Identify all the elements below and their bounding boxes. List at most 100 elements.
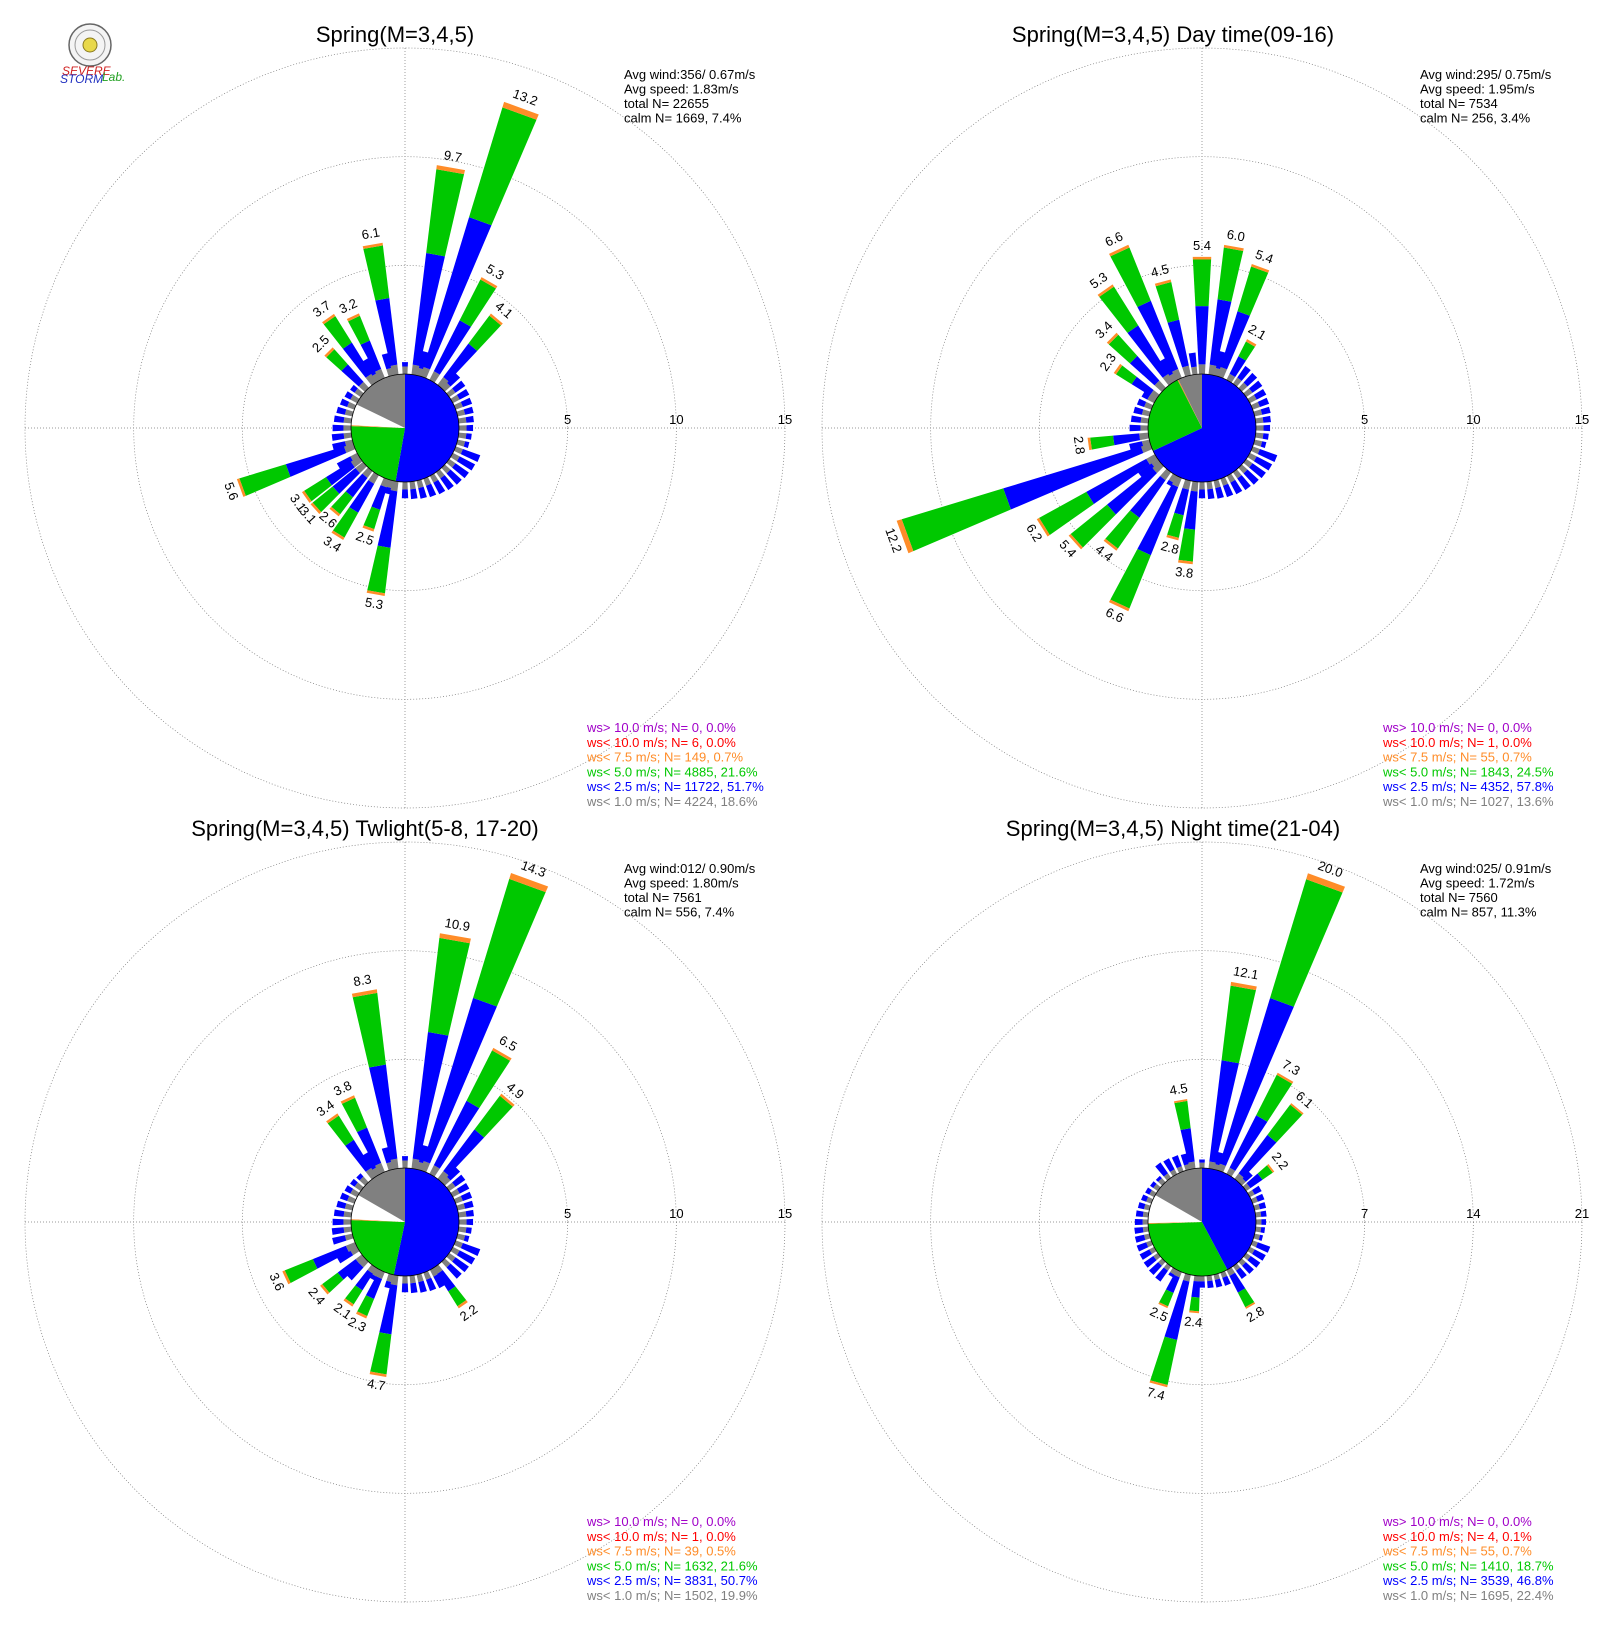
minor-bar-blue [333, 1209, 345, 1217]
logo: SEVERE STORM Lab. [60, 23, 125, 86]
minor-bar-blue [1141, 1194, 1149, 1202]
minor-bar-gray [458, 425, 467, 431]
legend-entry: ws< 7.5 m/s; N= 55, 0.7% [1382, 1544, 1532, 1559]
minor-bar-gray [441, 1176, 451, 1186]
bar-segment-gray [374, 1162, 385, 1175]
legend-entry: ws< 10.0 m/s; N= 1, 0.0% [586, 1529, 736, 1544]
bar-segment-orange [236, 478, 246, 497]
bar-segment-green [1105, 510, 1140, 549]
wind-bar: 7.4 [1145, 1273, 1191, 1403]
bar-segment-orange [1173, 1099, 1188, 1104]
bar-segment-green [1178, 528, 1196, 562]
wind-rose-panel: Spring(M=3,4,5) Twlight(5-8, 17-20) 5 10 15… [24, 816, 792, 1603]
bar-value-label: 6.5 [497, 1032, 520, 1054]
minor-bar-gray [409, 1275, 416, 1284]
minor-bar-blue [1253, 388, 1267, 400]
stat-avg-wind: Avg wind:356/ 0.67m/s [624, 67, 756, 82]
minor-bar-gray [458, 1211, 467, 1218]
bar-segment-green [331, 491, 353, 515]
bar-segment-orange [439, 933, 471, 944]
ring-tick-label: 5 [564, 412, 571, 427]
wind-bar: 20.0 [1217, 858, 1345, 1173]
minor-bar-gray [347, 401, 357, 410]
wind-bar: 9.7 [411, 147, 466, 376]
bar-segment-blue [1086, 458, 1150, 504]
minor-bar-blue [1253, 456, 1273, 471]
minor-bar-gray [1142, 1211, 1149, 1218]
minor-bar-gray [1151, 458, 1161, 468]
bar-value-label: 2.4 [1184, 1314, 1203, 1331]
minor-bar-blue [401, 1283, 409, 1293]
wind-bar: 12.2 [882, 443, 1153, 555]
minor-bar-blue [1141, 391, 1151, 400]
stat-total: total N= 7534 [1420, 96, 1498, 111]
minor-bar-blue [418, 1280, 427, 1293]
minor-bar-blue [1262, 433, 1269, 440]
minor-bar-blue [460, 1242, 481, 1256]
minor-bar-gray [1140, 425, 1149, 431]
bar-segment-gray [1217, 1163, 1226, 1173]
bar-segment-green [1189, 1296, 1200, 1312]
bar-segment-orange [343, 1298, 354, 1307]
legend: ws> 10.0 m/s; N= 0, 0.0%ws< 10.0 m/s; N=… [1382, 1514, 1554, 1603]
bar-segment-blue [1184, 490, 1198, 530]
minor-bar-blue [1255, 1193, 1265, 1202]
bar-value-label: 7.3 [1280, 1056, 1303, 1078]
calm-pie-slice [1202, 1168, 1256, 1270]
bar-segment-green [1221, 985, 1256, 1064]
minor-bar-blue [1135, 1210, 1144, 1217]
bar-segment-gray [390, 1158, 399, 1170]
minor-bar-blue [1247, 1256, 1261, 1268]
bar-segment-orange [1251, 264, 1270, 273]
bar-segment-gray [1154, 380, 1166, 392]
minor-bar-blue [336, 456, 354, 470]
minor-bar-gray [453, 1240, 463, 1249]
minor-bar-gray [1206, 1275, 1213, 1282]
minor-bar-blue [465, 433, 472, 440]
minor-bar-blue [1260, 1210, 1267, 1217]
minor-bar-gray [343, 417, 352, 424]
wind-bar: 5.3 [429, 261, 507, 383]
bar-segment-orange [499, 1093, 515, 1107]
bar-segment-green [474, 1095, 513, 1138]
bar-value-label: 10.9 [444, 915, 472, 934]
minor-bar-blue [332, 1218, 344, 1226]
bar-segment-blue [1209, 299, 1232, 366]
bar-segment-orange [1290, 1103, 1304, 1115]
bar-segment-blue [1137, 484, 1179, 556]
minor-bar-blue [336, 406, 347, 415]
minor-bars [331, 1144, 481, 1294]
minor-bar-gray [1255, 432, 1264, 439]
bar-segment-gray [1226, 1167, 1236, 1177]
bar-segment-green [1267, 1104, 1303, 1143]
minor-bar-blue [1258, 1202, 1267, 1210]
minor-bar-blue [1230, 479, 1243, 495]
minor-bar-blue [1258, 1234, 1264, 1241]
minor-bar-blue [1134, 1234, 1146, 1243]
bar-segment-green [1256, 1074, 1293, 1122]
calm-pie-slice [1177, 379, 1202, 428]
minor-bar-gray [1168, 473, 1178, 483]
wind-bar: 12.1 [1208, 963, 1260, 1170]
bar-segment-orange [1106, 332, 1119, 345]
wind-bar: 4.5 [1149, 261, 1191, 377]
minor-bar-blue [446, 372, 461, 387]
bar-segment-blue [1113, 433, 1141, 446]
bar-segment-orange [1149, 1380, 1168, 1388]
wind-bar: 4.7 [366, 1274, 399, 1394]
calm-pie [350, 1167, 460, 1277]
minor-bar-gray [416, 1273, 424, 1283]
legend: ws> 10.0 m/s; N= 0, 0.0%ws< 10.0 m/s; N=… [1382, 720, 1554, 809]
bar-segment-green [1237, 1288, 1255, 1308]
bar-segment-blue [437, 1270, 456, 1292]
minor-bar-blue [1222, 1275, 1231, 1286]
legend-entry: ws< 7.5 m/s; N= 39, 0.5% [586, 1544, 736, 1559]
bar-segment-blue [1127, 325, 1169, 378]
legend-entry: ws> 10.0 m/s; N= 0, 0.0% [1382, 1514, 1532, 1529]
bar-value-label: 9.7 [443, 147, 463, 165]
bar-segment-blue [412, 253, 445, 366]
minor-bar-blue [1130, 415, 1142, 423]
